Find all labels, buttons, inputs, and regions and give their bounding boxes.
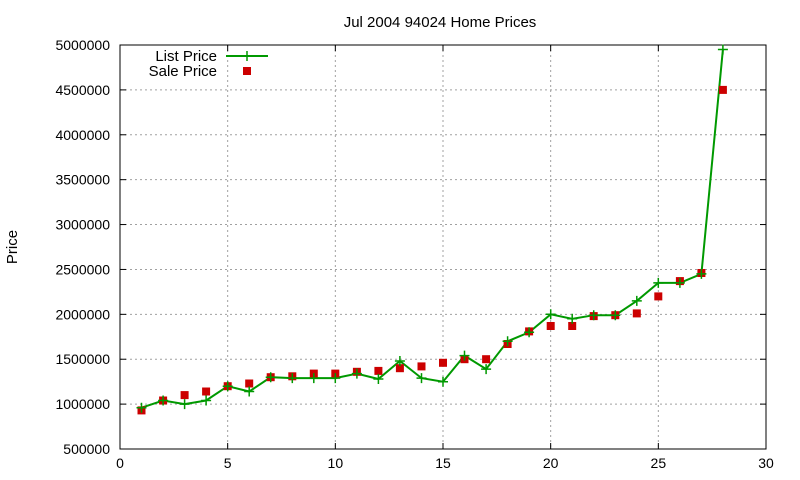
data-point-list-price bbox=[330, 373, 341, 384]
data-point-sale-price bbox=[439, 358, 447, 367]
x-tick-label: 15 bbox=[435, 455, 451, 471]
grid bbox=[120, 45, 766, 449]
data-point-sale-price bbox=[202, 387, 211, 396]
data-point-sale-price bbox=[546, 322, 555, 330]
x-tick-label: 5 bbox=[224, 455, 232, 471]
data-point-list-price bbox=[158, 395, 169, 406]
data-point-list-price bbox=[265, 372, 276, 383]
data-point-list-price bbox=[201, 395, 212, 406]
data-point-sale-price bbox=[245, 379, 254, 388]
data-point-list-price bbox=[674, 277, 685, 288]
data-point-list-price bbox=[717, 44, 728, 55]
data-point-list-price bbox=[588, 310, 599, 321]
data-point-list-price bbox=[244, 386, 255, 397]
data-point-sale-price bbox=[374, 366, 383, 375]
data-point-list-price bbox=[653, 277, 664, 288]
axis-ticks: 0 5 10 15 20 25 30 500000 1000000 1500000 2000000 2… bbox=[55, 37, 774, 471]
y-tick-label: 2500000 bbox=[55, 261, 110, 277]
legend: List Price Sale Price bbox=[149, 48, 268, 80]
data-point-list-price bbox=[631, 295, 642, 306]
data-point-list-price bbox=[524, 327, 535, 338]
data-point-sale-price bbox=[482, 355, 491, 364]
data-point-list-price bbox=[416, 373, 427, 384]
x-tick-label: 30 bbox=[758, 455, 774, 471]
data-point-list-price bbox=[136, 402, 147, 413]
data-point-list-price bbox=[438, 376, 448, 387]
y-tick-label: 1000000 bbox=[55, 396, 110, 412]
data-point-list-price bbox=[179, 399, 190, 410]
y-axis-label: Price bbox=[4, 230, 21, 264]
y-tick-label: 4000000 bbox=[55, 127, 110, 143]
data-point-list-price bbox=[351, 368, 362, 379]
y-tick-label: 3500000 bbox=[55, 172, 110, 188]
data-point-list-price bbox=[502, 336, 513, 347]
data-point-list-price bbox=[696, 268, 707, 279]
legend-label-sale-price: Sale Price bbox=[149, 63, 217, 80]
y-tick-label: 500000 bbox=[63, 441, 110, 457]
data-point-list-price bbox=[394, 356, 405, 366]
legend-marker-sale-price bbox=[243, 67, 251, 75]
data-point-sale-price bbox=[395, 364, 404, 373]
chart-title: Jul 2004 94024 Home Prices bbox=[344, 14, 537, 31]
y-tick-label: 2000000 bbox=[55, 306, 110, 322]
data-point-sale-price bbox=[718, 85, 727, 94]
y-tick-label: 1500000 bbox=[55, 351, 110, 367]
data-point-list-price bbox=[545, 309, 556, 320]
data-point-sale-price bbox=[632, 309, 641, 318]
data-point-list-price bbox=[610, 310, 621, 321]
data-point-sale-price bbox=[417, 362, 426, 371]
data-point-list-price bbox=[287, 373, 298, 384]
data-point-sale-price bbox=[568, 322, 577, 330]
data-point-list-price bbox=[308, 373, 319, 384]
y-tick-label: 5000000 bbox=[55, 37, 110, 53]
legend-marker-list-price bbox=[242, 51, 252, 61]
y-tick-label: 3000000 bbox=[55, 217, 110, 233]
data-point-list-price bbox=[567, 313, 578, 324]
data-point-list-price bbox=[481, 364, 492, 375]
x-tick-label: 0 bbox=[116, 455, 124, 471]
series-line-list-price bbox=[141, 49, 724, 409]
data-point-list-price bbox=[222, 381, 233, 392]
x-tick-label: 25 bbox=[651, 455, 667, 471]
data-point-sale-price bbox=[654, 292, 663, 301]
data-point-list-price bbox=[459, 350, 470, 361]
legend-label-list-price: List Price bbox=[155, 48, 217, 65]
y-tick-label: 4500000 bbox=[55, 82, 110, 98]
series-group bbox=[136, 44, 728, 415]
x-tick-label: 10 bbox=[328, 455, 344, 471]
data-point-sale-price bbox=[180, 391, 189, 400]
x-tick-label: 20 bbox=[543, 455, 559, 471]
data-point-list-price bbox=[373, 374, 384, 384]
plot-frame bbox=[119, 44, 767, 450]
